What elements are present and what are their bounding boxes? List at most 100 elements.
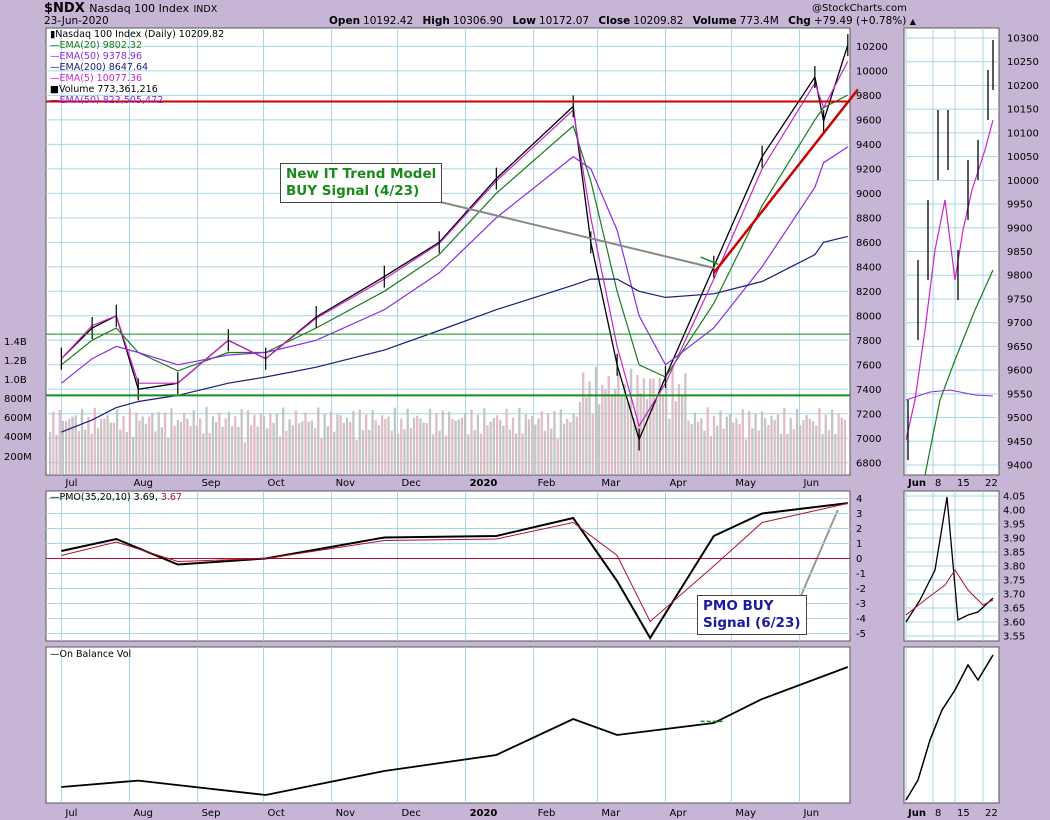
volume-bar [530, 415, 534, 474]
volume-bar [61, 420, 65, 474]
x-month-label-bottom: Sep [202, 808, 221, 819]
zoom-obv [905, 654, 994, 801]
volume-bar [505, 408, 508, 474]
volume-bar [49, 432, 52, 474]
chg-value: +79.49 (+0.78%) [813, 15, 907, 27]
volume-bar [773, 419, 776, 474]
volume-bar [751, 428, 754, 474]
volume-bar [448, 411, 451, 474]
volume-bar [409, 428, 412, 474]
x-month-label: Mar [601, 478, 621, 489]
volume-bar [629, 368, 633, 474]
volume-bar [192, 410, 195, 474]
volume-bar [837, 413, 840, 474]
obv-series [61, 666, 849, 796]
volume-bar [665, 375, 668, 474]
volume-bar [658, 377, 661, 474]
chg-label: Chg [788, 15, 811, 27]
volume-bar [642, 378, 646, 474]
legend-ema20: —EMA(20) 9802.32 [50, 40, 143, 51]
volume-bar [214, 422, 218, 474]
x-month-label: Sep [202, 478, 221, 489]
x-month-label: 2020 [470, 478, 498, 489]
volume-bar [387, 416, 390, 474]
x-month-label-bottom: Jun [802, 808, 819, 819]
volume-bar [333, 431, 336, 474]
volume-bar [77, 431, 81, 474]
volume-bar [495, 415, 499, 474]
volume-bar [709, 435, 713, 474]
volume-bar [422, 422, 425, 474]
volume-bar [690, 424, 693, 474]
zoom-pmo-tick: 3.60 [1003, 618, 1025, 629]
volume-bar [543, 430, 547, 474]
obv-legend: —On Balance Vol [50, 649, 132, 660]
volume-bar [227, 411, 231, 474]
volume-bar [400, 418, 403, 474]
volume-bar [112, 422, 116, 474]
volume-bar [607, 375, 610, 474]
legend: ▮Nasdaq 100 Index (Daily) 10209.82 —EMA(… [50, 29, 224, 106]
volume-bar [282, 407, 285, 474]
price-tick-label: 8400 [856, 262, 881, 273]
zoom-pmo-tick: 3.80 [1003, 562, 1025, 573]
volume-bar [163, 412, 167, 474]
zoom-x-label: 22 [985, 478, 998, 489]
volume-bar [779, 433, 783, 474]
volume-bar [783, 407, 786, 474]
volume-bar [345, 417, 349, 474]
volume-bar [591, 413, 594, 474]
price-tick-label: 7200 [856, 409, 881, 420]
volume-bar [68, 418, 71, 474]
volume-bar [230, 426, 234, 474]
volume-bar [432, 434, 435, 474]
volume-bar [444, 435, 448, 474]
volume-bar [652, 378, 655, 474]
open-label: Open [329, 15, 361, 27]
price-tick-label: 8200 [856, 287, 881, 298]
volume-bar [339, 415, 342, 474]
volume-bar [336, 414, 339, 474]
symbol-exchange: INDX [193, 4, 218, 15]
volume-bar [167, 438, 170, 474]
zoom-price-tick: 10150 [1007, 105, 1039, 116]
legend-price: ▮Nasdaq 100 Index (Daily) 10209.82 [50, 29, 225, 40]
zoom-x-label: 15 [957, 478, 970, 489]
it-trend-line2: BUY Signal (4/23) [286, 183, 420, 199]
volume-bar [406, 408, 409, 474]
zoom-pmo-tick: 3.95 [1003, 520, 1025, 531]
volume-bar [131, 436, 135, 474]
zoom-price-tick: 9700 [1007, 318, 1032, 329]
zoom-pmo-tick: 3.85 [1003, 548, 1025, 559]
high-value: 10306.90 [452, 15, 503, 27]
volume-bar [428, 408, 432, 474]
volume-tick-label: 400M [4, 432, 32, 443]
symbol-name: Nasdaq 100 Index [89, 2, 189, 15]
volume-bar [754, 413, 757, 474]
volume-tick-label: 200M [4, 452, 32, 463]
volume-bar [687, 420, 690, 474]
zoom-price-tick: 9450 [1007, 437, 1032, 448]
volume-bar [103, 418, 106, 474]
volume-bar [419, 418, 422, 474]
zoom-price-tick: 9550 [1007, 389, 1032, 400]
volume-bar [195, 425, 199, 474]
volume-bar [706, 407, 709, 474]
pmo-buy-arrow [799, 509, 839, 599]
volume-bar [808, 418, 811, 474]
volume-bar [594, 367, 598, 474]
volume-bar [818, 408, 821, 474]
volume-bar [499, 419, 502, 474]
volume-bar [412, 417, 416, 474]
it-trend-line1: New IT Trend Model [286, 166, 437, 182]
x-month-label-bottom: Mar [601, 808, 621, 819]
volume-tick-label: 1.4B [4, 337, 27, 348]
volume-bar [588, 381, 591, 474]
zoom-price-tick: 10250 [1007, 57, 1039, 68]
price-tick-label: 9400 [856, 140, 881, 151]
volume-bar [613, 388, 617, 474]
volume-bar [199, 418, 202, 474]
volume-bar [119, 429, 122, 474]
volume-bar [329, 411, 333, 474]
volume-bar [696, 421, 700, 474]
